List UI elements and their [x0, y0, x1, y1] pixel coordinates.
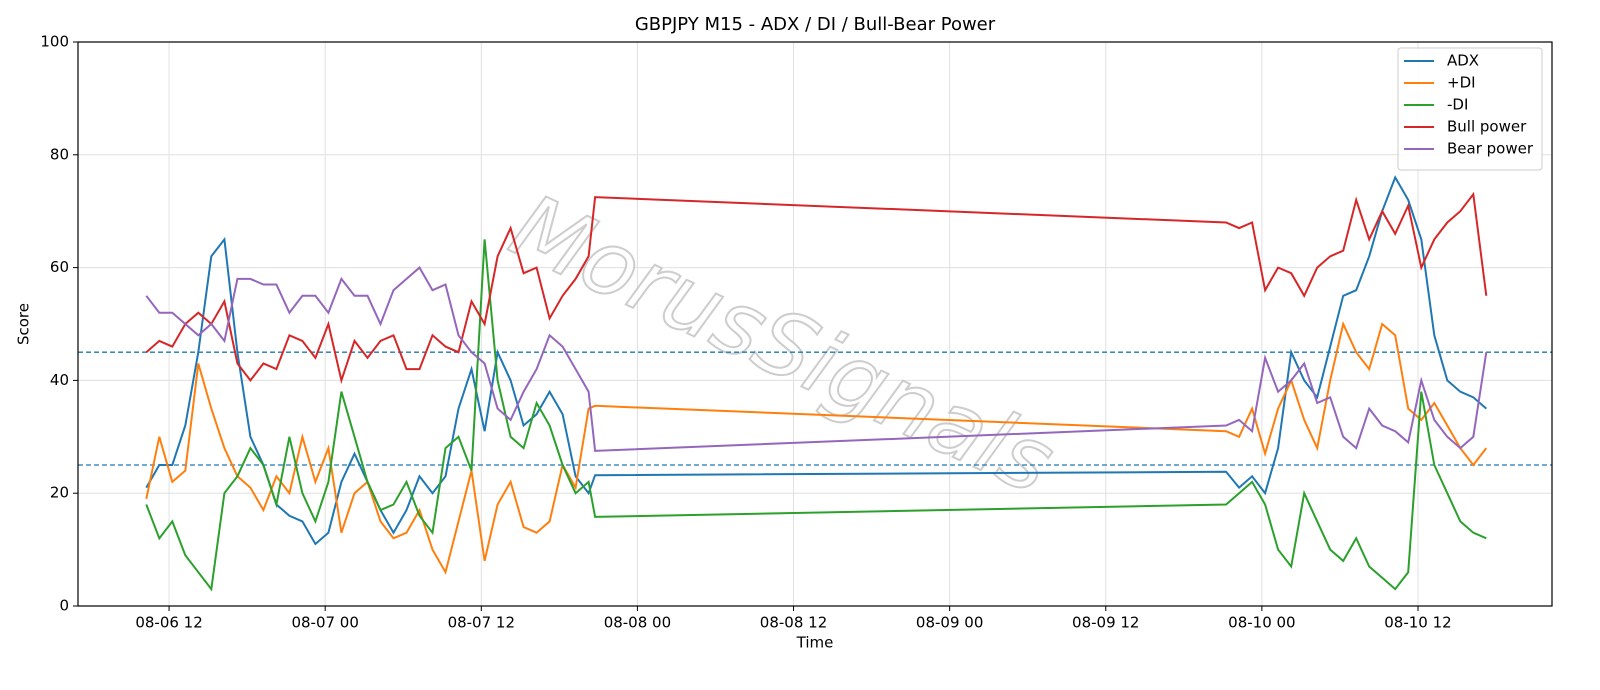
legend-label: -DI: [1447, 96, 1468, 114]
series-line: [145, 320, 1488, 575]
x-tick-label: 08-10 12: [1384, 614, 1451, 632]
x-tick-label: 08-09 12: [1072, 614, 1139, 632]
y-tick-label: 20: [50, 484, 69, 502]
series-line: [145, 191, 1488, 385]
y-axis-label: Score: [15, 303, 33, 345]
x-tick-label: 08-06 12: [135, 614, 202, 632]
legend-label: Bull power: [1447, 118, 1527, 136]
y-tick-label: 60: [50, 258, 69, 276]
series-line: [145, 239, 1487, 592]
x-tick-label: 08-08 12: [760, 614, 827, 632]
series-line: [145, 266, 1488, 452]
plot-frame: [77, 41, 1553, 607]
y-tick-label: 100: [40, 33, 69, 51]
watermark: MorusSignals: [496, 174, 1069, 514]
legend-label: +DI: [1447, 74, 1476, 92]
x-axis-label: Time: [796, 634, 834, 652]
x-tick-label: 08-07 00: [291, 614, 358, 632]
chart-title: GBPJPY M15 - ADX / DI / Bull-Bear Power: [635, 14, 996, 35]
legend-label: Bear power: [1447, 140, 1534, 158]
x-tick-label: 08-07 12: [448, 614, 515, 632]
x-tick-label: 08-08 00: [604, 614, 671, 632]
y-tick-label: 0: [59, 597, 69, 615]
y-tick-label: 40: [50, 371, 69, 389]
y-tick-label: 80: [50, 145, 69, 163]
legend-box: [1397, 47, 1543, 171]
x-tick-label: 08-10 00: [1228, 614, 1295, 632]
legend-label: ADX: [1447, 52, 1479, 70]
legend: ADX +DI -DI Bull power Bear power: [1397, 47, 1543, 171]
x-tick-label: 08-09 00: [916, 614, 983, 632]
